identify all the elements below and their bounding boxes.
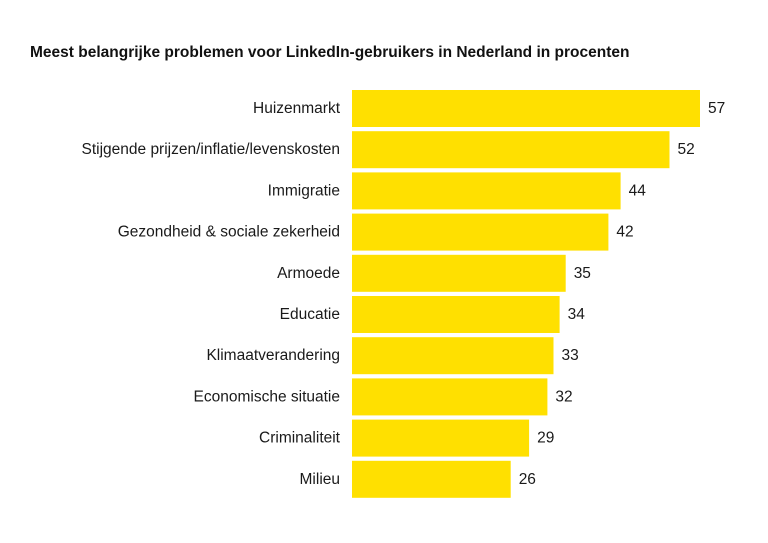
bar-2 — [352, 172, 621, 210]
value-label-8: 29 — [537, 430, 554, 447]
category-label-4: Armoede — [277, 265, 340, 282]
bar-4 — [352, 254, 566, 292]
category-labels-group: Huizenmarkt Stijgende prijzen/inflatie/le… — [82, 100, 341, 488]
value-label-6: 33 — [562, 347, 579, 364]
value-label-7: 32 — [555, 388, 572, 405]
category-label-1: Stijgende prijzen/inflatie/levenskosten — [82, 141, 341, 158]
value-label-1: 52 — [678, 141, 695, 158]
value-label-2: 44 — [629, 182, 647, 199]
value-label-3: 42 — [616, 224, 633, 241]
bar-3 — [352, 213, 609, 251]
category-label-6: Klimaatverandering — [206, 347, 340, 364]
chart-title: Meest belangrijke problemen voor LinkedI… — [30, 44, 630, 61]
category-label-5: Educatie — [280, 306, 340, 323]
bar-7 — [352, 378, 548, 416]
bars-group — [352, 90, 700, 498]
value-label-5: 34 — [568, 306, 586, 323]
value-labels-group: 57 52 44 42 35 34 33 32 29 26 — [519, 100, 726, 488]
value-label-9: 26 — [519, 471, 536, 488]
bar-9 — [352, 460, 511, 498]
bar-6 — [352, 337, 554, 375]
category-label-9: Milieu — [300, 471, 340, 488]
category-label-7: Economische situatie — [194, 388, 340, 405]
bar-1 — [352, 131, 670, 169]
bar-0 — [352, 90, 700, 127]
category-label-2: Immigratie — [268, 182, 340, 199]
value-label-0: 57 — [708, 100, 725, 117]
bar-8 — [352, 419, 530, 457]
category-label-3: Gezondheid & sociale zekerheid — [118, 224, 340, 241]
category-label-0: Huizenmarkt — [253, 100, 341, 117]
value-label-4: 35 — [574, 265, 591, 282]
bar-5 — [352, 296, 560, 333]
category-label-8: Criminaliteit — [259, 430, 341, 447]
